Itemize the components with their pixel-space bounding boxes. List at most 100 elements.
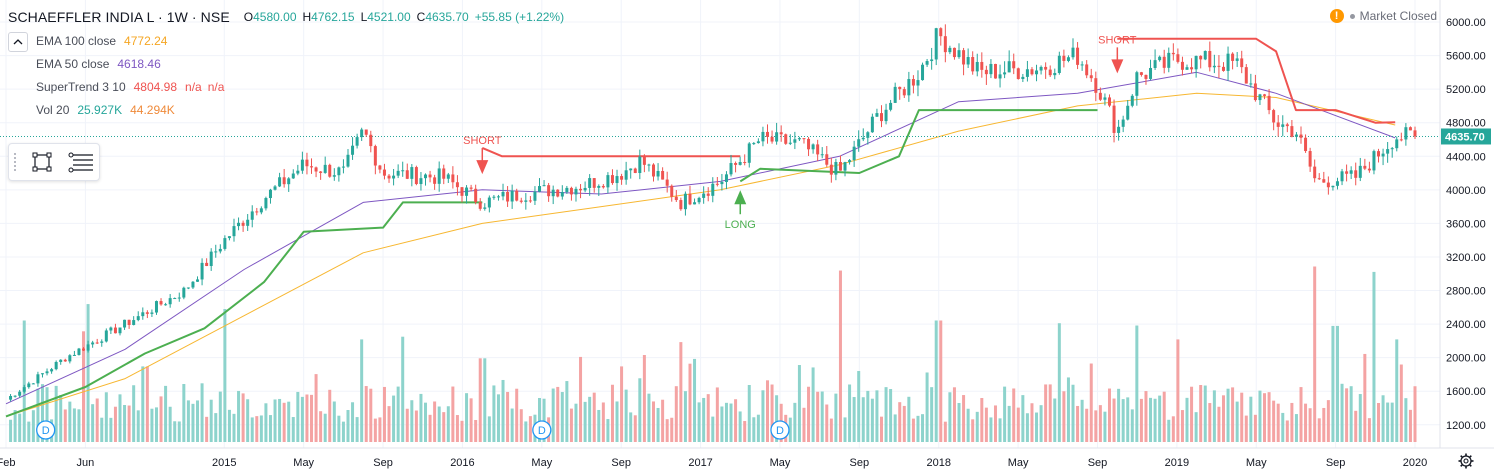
volume-bar bbox=[109, 417, 113, 442]
candle-body bbox=[296, 170, 300, 174]
volume-bar bbox=[469, 398, 473, 442]
candle-body bbox=[300, 159, 304, 171]
candle-body bbox=[401, 170, 405, 172]
indicator-ema100[interactable]: EMA 100 close 4772.24 bbox=[36, 30, 175, 52]
time-axis[interactable]: Feb Jun 2015 May Sep 2016 May Sep 2017 May Sep 2018… bbox=[0, 457, 1427, 469]
candle-body bbox=[360, 129, 364, 138]
volume-bar bbox=[1025, 413, 1029, 442]
rectangle-tool-icon[interactable] bbox=[31, 151, 53, 173]
volume-bar bbox=[1313, 266, 1317, 442]
volume-bar bbox=[647, 393, 651, 442]
candle-body bbox=[1057, 55, 1061, 73]
candle-body bbox=[843, 162, 847, 171]
volume-bar bbox=[720, 406, 724, 442]
dividend-marker[interactable] bbox=[532, 420, 552, 440]
volume-bar bbox=[474, 419, 478, 442]
volume-bar bbox=[606, 419, 610, 442]
candle-body bbox=[1080, 64, 1084, 66]
volume-bar bbox=[1244, 415, 1248, 442]
volume-bar bbox=[1066, 377, 1070, 442]
volume-bar bbox=[738, 411, 742, 442]
volume-bar bbox=[492, 385, 496, 442]
candle-body bbox=[118, 327, 122, 334]
volume-bar bbox=[565, 381, 569, 442]
volume-bar bbox=[91, 404, 95, 442]
volume-bar bbox=[273, 399, 277, 442]
candle-body bbox=[1030, 69, 1034, 75]
candle-body bbox=[1313, 166, 1317, 179]
candle-body bbox=[547, 185, 551, 197]
candle-body bbox=[154, 301, 158, 313]
volume-bar bbox=[255, 416, 259, 442]
volume-bar bbox=[164, 385, 168, 442]
volume-bar bbox=[1126, 397, 1130, 442]
candle-body bbox=[820, 154, 824, 156]
candle-body bbox=[91, 342, 95, 345]
symbol-title[interactable]: SCHAEFFLER INDIA L · 1W · NSE bbox=[8, 9, 230, 25]
volume-bar bbox=[1035, 412, 1039, 442]
candle-body bbox=[86, 344, 90, 351]
candle-body bbox=[1112, 105, 1116, 133]
candle-body bbox=[1185, 67, 1189, 70]
volume-bar bbox=[182, 384, 186, 442]
candle-body bbox=[405, 170, 409, 179]
candle-body bbox=[1107, 97, 1111, 106]
candle-body bbox=[601, 185, 605, 188]
volume-bar bbox=[679, 342, 683, 442]
indicator-supertrend[interactable]: SuperTrend 3 10 4804.98 n/a n/a bbox=[36, 76, 232, 98]
volume-bar bbox=[966, 408, 970, 442]
volume-bar bbox=[232, 413, 236, 442]
candle-body bbox=[428, 174, 432, 178]
volume-bar bbox=[141, 366, 145, 442]
volume-bar bbox=[168, 406, 172, 442]
collapse-legend-button[interactable] bbox=[8, 32, 28, 52]
volume-bar bbox=[278, 398, 282, 442]
volume-bar bbox=[583, 401, 587, 442]
candle-body bbox=[1053, 72, 1057, 76]
volume-bar bbox=[697, 402, 701, 442]
candle-body bbox=[164, 304, 168, 306]
candle-body bbox=[879, 113, 883, 122]
candle-body bbox=[720, 181, 724, 185]
price-axis[interactable]: 1200.00 1600.00 2000.00 2400.00 2800.00 3200.… bbox=[1441, 17, 1491, 432]
volume-bar bbox=[410, 400, 414, 442]
settings-icon[interactable] bbox=[1458, 453, 1474, 469]
candle-body bbox=[1372, 151, 1376, 171]
candle-body bbox=[323, 164, 327, 173]
x-tick-label: 2016 bbox=[450, 457, 474, 469]
indicator-ema50[interactable]: EMA 50 close 4618.46 bbox=[36, 53, 169, 75]
volume-bar bbox=[218, 391, 222, 442]
volume-bar bbox=[921, 414, 925, 442]
candle-body bbox=[382, 169, 386, 176]
candle-body bbox=[1203, 50, 1207, 60]
volume-bar bbox=[528, 416, 532, 442]
indicator-value: 44.294K bbox=[130, 103, 175, 117]
market-status[interactable]: ! Market Closed bbox=[1329, 9, 1437, 23]
volume-bar bbox=[629, 412, 633, 442]
fib-lines-tool-icon[interactable] bbox=[67, 151, 95, 173]
candle-body bbox=[237, 222, 241, 227]
low-number: 4521.00 bbox=[367, 10, 411, 24]
candle-body bbox=[182, 287, 186, 298]
dividend-marker[interactable] bbox=[770, 420, 790, 440]
volume-bar bbox=[1322, 407, 1326, 442]
x-tick-label: May bbox=[1246, 457, 1267, 469]
indicator-volume[interactable]: Vol 20 25.927K 44.294K bbox=[36, 99, 183, 121]
volume-bar bbox=[870, 398, 874, 442]
volume-bar bbox=[382, 386, 386, 442]
volume-bar bbox=[200, 383, 204, 442]
candle-body bbox=[1349, 170, 1353, 174]
volume-bar bbox=[724, 402, 728, 442]
volume-bar bbox=[442, 412, 446, 442]
dividend-marker[interactable] bbox=[36, 420, 56, 440]
volume-bar bbox=[332, 401, 336, 442]
candle-body bbox=[734, 163, 738, 165]
candle-body bbox=[1276, 122, 1280, 127]
volume-bar bbox=[451, 386, 455, 442]
candle-body bbox=[100, 341, 104, 343]
candle-body bbox=[743, 162, 747, 164]
candle-body bbox=[387, 175, 391, 179]
drag-handle[interactable] bbox=[13, 152, 17, 172]
